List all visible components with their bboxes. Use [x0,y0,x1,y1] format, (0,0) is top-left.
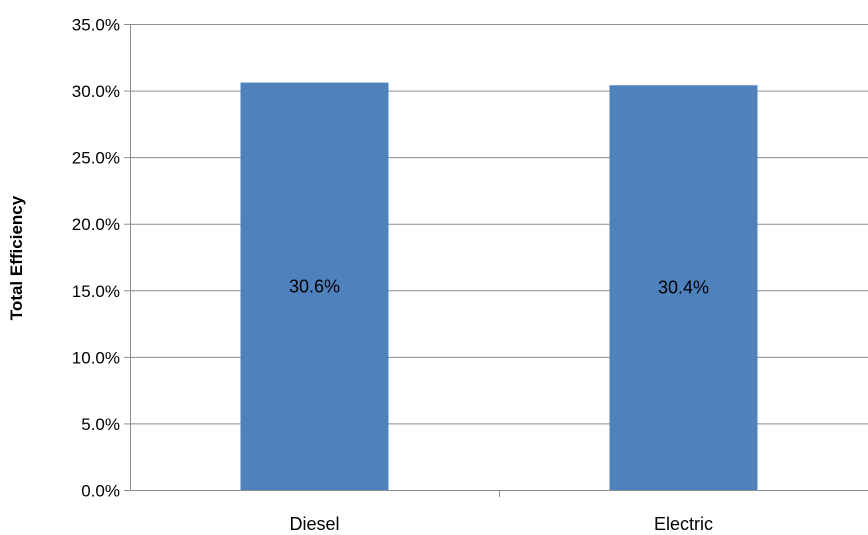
axes [124,24,868,497]
y-tick-label: 20.0% [72,215,120,234]
y-tick-label: 0.0% [81,482,120,501]
y-tick-label: 15.0% [72,282,120,301]
x-tick-label: Electric [654,514,713,534]
y-axis-title: Total Efficiency [7,195,26,320]
y-tick-label: 35.0% [72,16,120,35]
bar-diesel [240,82,389,490]
data-label: 30.4% [658,278,709,298]
y-tick-label: 5.0% [81,415,120,434]
y-tick-label: 10.0% [72,348,120,367]
bar-electric [609,85,758,490]
bars [240,82,758,490]
y-tick-label: 30.0% [72,82,120,101]
labels: 0.0% 5.0% 10.0% 15.0% 20.0% 25.0% 30.0% 35.0% 30… [72,16,713,535]
data-label: 30.6% [289,276,340,296]
x-tick-label: Diesel [289,514,339,534]
y-tick-label: 25.0% [72,149,120,168]
